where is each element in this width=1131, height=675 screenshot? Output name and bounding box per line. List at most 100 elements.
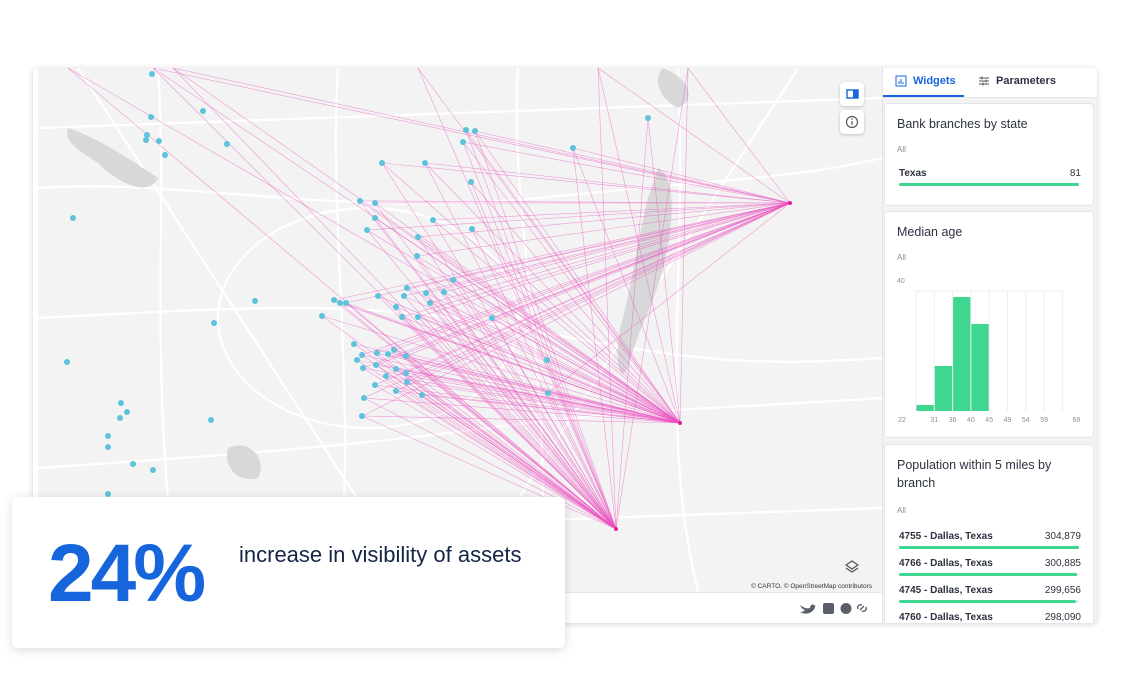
branch-point	[393, 304, 399, 310]
branch-point	[374, 350, 380, 356]
branch-point	[361, 395, 367, 401]
attribution: © CARTO, © OpenStreetMap contributors	[751, 582, 873, 590]
connection-line	[416, 202, 791, 257]
branch-point	[472, 128, 478, 134]
connection-line	[362, 367, 617, 530]
connection-line	[345, 202, 791, 304]
info-button[interactable]	[840, 110, 864, 134]
branch-point	[460, 139, 466, 145]
connection-line	[406, 381, 681, 424]
branch-point	[200, 108, 206, 114]
share-icons[interactable]	[798, 601, 878, 617]
x-tick-label: 36	[949, 417, 957, 424]
row-value: 81	[1069, 168, 1081, 179]
widget-title: Population within 5 miles by branch	[897, 458, 1052, 490]
row-label: 4745 - Dallas, Texas	[899, 585, 993, 596]
branch-point	[468, 179, 474, 185]
branch-point	[385, 351, 391, 357]
connection-line	[443, 202, 791, 293]
widget-filter: All	[897, 145, 906, 154]
connection-line	[374, 217, 617, 530]
row-label: 4766 - Dallas, Texas	[899, 558, 993, 569]
connection-line	[381, 162, 791, 204]
branch-point	[224, 141, 230, 147]
panel-icon	[846, 89, 859, 99]
connection-line	[393, 349, 617, 530]
widget-card: Population within 5 miles by branch All …	[884, 444, 1094, 623]
tab-widgets[interactable]: Widgets	[913, 75, 956, 87]
branch-point	[399, 314, 405, 320]
connection-line	[597, 68, 681, 424]
branch-point	[331, 297, 337, 303]
stat-card: 24% increase in visibility of assets	[12, 497, 565, 648]
branch-point	[404, 285, 410, 291]
app-window: © CARTO, © OpenStreetMap contributors Wi…	[33, 68, 1097, 623]
connection-line	[321, 315, 681, 424]
connection-line	[421, 394, 617, 530]
connection-line	[363, 397, 617, 530]
layers-icon	[844, 560, 860, 573]
hub-point	[614, 527, 618, 531]
connection-line	[152, 68, 791, 204]
branch-point	[148, 114, 154, 120]
connection-line	[615, 117, 649, 530]
row-bar	[899, 600, 1076, 603]
branch-point	[211, 320, 217, 326]
branch-point	[130, 461, 136, 467]
histogram-bar	[971, 324, 989, 411]
branch-point	[391, 347, 397, 353]
branch-point	[422, 160, 428, 166]
connection-line	[429, 302, 617, 530]
branch-point	[415, 314, 421, 320]
branch-point	[423, 290, 429, 296]
branch-point	[403, 370, 409, 376]
connection-line	[452, 279, 617, 530]
connection-line	[172, 68, 791, 204]
row-bar	[899, 183, 1079, 186]
connection-line	[424, 162, 617, 530]
x-tick-label: 45	[985, 417, 993, 424]
connection-line	[429, 202, 791, 304]
row-bar	[899, 573, 1077, 576]
branch-point	[372, 215, 378, 221]
branch-point	[469, 226, 475, 232]
connection-line	[546, 359, 617, 530]
layers-button[interactable]	[840, 555, 864, 579]
panel-toggle-button[interactable]	[840, 82, 864, 106]
branch-point	[373, 362, 379, 368]
connection-line	[424, 162, 681, 424]
branch-point	[70, 215, 76, 221]
row-value: 298,090	[1044, 612, 1081, 623]
branch-point	[441, 289, 447, 295]
branch-point	[463, 127, 469, 133]
connection-line	[572, 147, 681, 424]
connection-line	[403, 295, 617, 530]
branch-point	[450, 277, 456, 283]
connection-line	[362, 367, 681, 424]
connection-line	[359, 200, 791, 204]
tab-parameters[interactable]: Parameters	[996, 75, 1056, 87]
connection-line	[172, 68, 681, 424]
x-tick-label: 59	[1040, 417, 1048, 424]
connection-lines	[67, 68, 791, 530]
tab-bar: Widgets Parameters	[883, 68, 1097, 98]
active-tab-indicator	[883, 95, 964, 97]
branch-point	[430, 217, 436, 223]
row-label: 4760 - Dallas, Texas	[899, 612, 993, 623]
branch-point	[489, 315, 495, 321]
branch-point	[117, 415, 123, 421]
widget-filter: All	[897, 506, 906, 515]
branch-point	[359, 352, 365, 358]
branch-point	[357, 198, 363, 204]
connection-line	[393, 202, 791, 351]
histogram-bar	[953, 297, 971, 411]
branch-point	[162, 152, 168, 158]
connection-line	[547, 392, 617, 530]
connection-line	[366, 229, 681, 424]
connection-line	[406, 381, 617, 530]
row-value: 299,656	[1044, 585, 1081, 596]
connection-line	[421, 394, 681, 424]
connection-line	[462, 141, 681, 424]
widget-filter: All	[897, 253, 906, 262]
connection-line	[377, 295, 681, 424]
